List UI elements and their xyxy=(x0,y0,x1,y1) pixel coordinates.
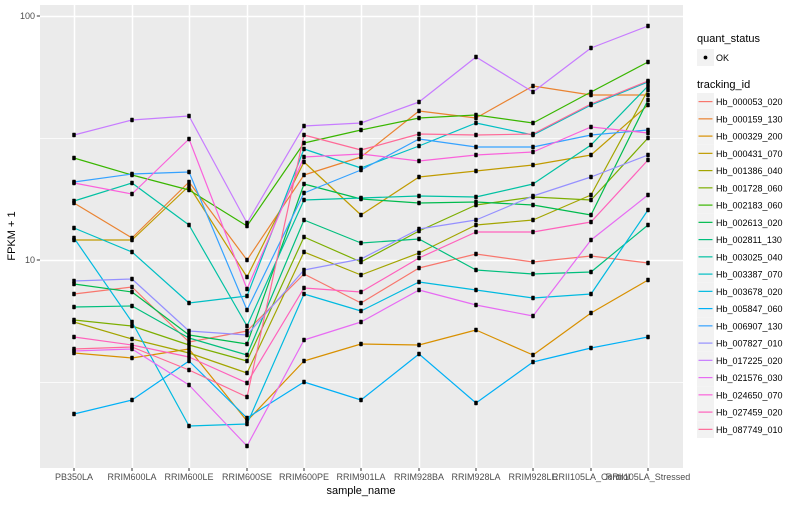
svg-text:Hb_087749_010: Hb_087749_010 xyxy=(716,425,783,435)
svg-text:Hb_021576_030: Hb_021576_030 xyxy=(716,373,783,383)
svg-text:PB350LA: PB350LA xyxy=(55,472,93,482)
svg-text:Hb_000159_130: Hb_000159_130 xyxy=(716,114,783,124)
svg-text:RRIM901LA: RRIM901LA xyxy=(336,472,385,482)
svg-text:RRIM928BA: RRIM928BA xyxy=(394,472,444,482)
svg-text:Hb_000053_020: Hb_000053_020 xyxy=(716,97,783,107)
svg-text:Hb_007827_010: Hb_007827_010 xyxy=(716,339,783,349)
svg-text:Hb_003678_020: Hb_003678_020 xyxy=(716,287,783,297)
svg-text:FPKM + 1: FPKM + 1 xyxy=(6,211,18,260)
svg-text:RRIM600PE: RRIM600PE xyxy=(279,472,329,482)
svg-text:Hb_024650_070: Hb_024650_070 xyxy=(716,390,783,400)
svg-text:Hb_017225_020: Hb_017225_020 xyxy=(716,356,783,366)
svg-text:Hb_000329_200: Hb_000329_200 xyxy=(716,132,783,142)
svg-text:10: 10 xyxy=(25,255,35,265)
svg-text:sample_name: sample_name xyxy=(326,485,395,497)
svg-text:Hb_006907_130: Hb_006907_130 xyxy=(716,321,783,331)
svg-text:Hb_005847_060: Hb_005847_060 xyxy=(716,304,783,314)
svg-text:Hb_002183_060: Hb_002183_060 xyxy=(716,201,783,211)
svg-text:RRIM600SE: RRIM600SE xyxy=(222,472,272,482)
svg-text:Hb_027459_020: Hb_027459_020 xyxy=(716,408,783,418)
svg-text:RRIM928LA: RRIM928LA xyxy=(451,472,500,482)
svg-text:Hb_000431_070: Hb_000431_070 xyxy=(716,149,783,159)
svg-text:Hb_002613_020: Hb_002613_020 xyxy=(716,218,783,228)
svg-text:RRII105LA_Control: RRII105LA_Control xyxy=(552,472,630,482)
svg-text:Hb_003387_070: Hb_003387_070 xyxy=(716,270,783,280)
svg-text:Hb_003025_040: Hb_003025_040 xyxy=(716,252,783,262)
svg-text:RRIM600LE: RRIM600LE xyxy=(164,472,213,482)
svg-text:Hb_002811_130: Hb_002811_130 xyxy=(716,235,782,245)
svg-text:tracking_id: tracking_id xyxy=(697,79,750,91)
svg-text:RRII105LA_Stressed: RRII105LA_Stressed xyxy=(606,472,691,482)
svg-text:Hb_001386_040: Hb_001386_040 xyxy=(716,166,783,176)
svg-text:OK: OK xyxy=(716,53,729,63)
svg-text:100: 100 xyxy=(20,11,35,21)
svg-text:quant_status: quant_status xyxy=(697,33,760,45)
svg-text:Hb_001728_060: Hb_001728_060 xyxy=(716,183,783,193)
svg-text:RRIM928LE: RRIM928LE xyxy=(508,472,557,482)
svg-text:RRIM600LA: RRIM600LA xyxy=(107,472,156,482)
